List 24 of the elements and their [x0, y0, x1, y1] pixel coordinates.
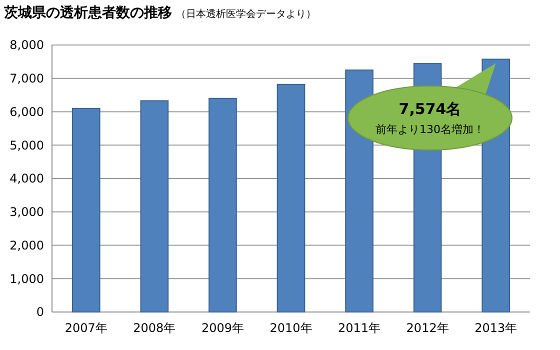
chart-title: 茨城県の透析患者数の推移 [4, 5, 172, 21]
bar [140, 100, 169, 312]
chart-subtitle: （日本透析医学会データより） [176, 8, 316, 20]
x-tick-label: 2010年 [270, 321, 312, 335]
bar [276, 84, 306, 312]
y-tick-label: 2,000 [10, 238, 44, 252]
bar [72, 108, 100, 312]
x-tick-label: 2013年 [474, 321, 518, 335]
y-tick-label: 4,000 [10, 172, 44, 186]
y-tick-label: 6,000 [10, 104, 44, 119]
y-tick-label: 3,000 [10, 205, 44, 220]
x-tick-label: 2009年 [201, 321, 244, 335]
x-tick-label: 2007年 [64, 321, 108, 335]
x-tick-label: 2012年 [406, 321, 449, 335]
annotation: 前年より130名増加！ [376, 123, 484, 136]
bar [208, 98, 237, 312]
y-tick-label: 8,000 [10, 38, 44, 52]
x-tick-label: 2008年 [133, 321, 176, 335]
y-tick-label: 1,000 [10, 272, 44, 286]
y-tick-label: 0 [36, 305, 44, 320]
y-tick-label: 7,000 [10, 72, 44, 86]
annotation: 7,574名 [398, 100, 462, 118]
y-tick-label: 5,000 [10, 138, 44, 152]
x-tick-label: 2011年 [338, 321, 381, 335]
